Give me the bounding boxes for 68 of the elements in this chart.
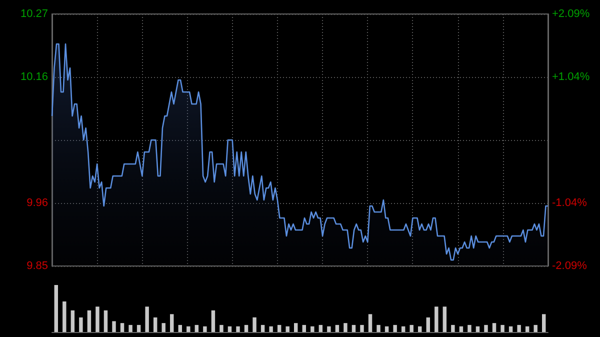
bar: [426, 317, 430, 332]
y-tick-label: 10.16: [20, 71, 48, 83]
bar: [228, 326, 232, 332]
y-tick-label: 9.85: [26, 260, 48, 272]
bar: [442, 306, 447, 332]
bar: [136, 324, 141, 332]
bar: [500, 324, 504, 332]
bar: [418, 326, 422, 332]
bar: [236, 326, 240, 332]
y2-tick-label: +1.04%: [552, 71, 590, 83]
bar: [492, 323, 496, 332]
bar: [542, 314, 546, 332]
bar: [310, 326, 314, 332]
bar: [344, 323, 348, 332]
bar: [203, 326, 207, 332]
bar: [178, 324, 182, 332]
bar: [294, 323, 298, 332]
bar: [525, 326, 530, 332]
bar: [96, 306, 100, 332]
bar: [376, 324, 380, 332]
bar: [153, 317, 158, 332]
bar: [352, 324, 356, 332]
bar: [508, 326, 513, 332]
bar: [286, 326, 290, 332]
bar: [368, 314, 372, 332]
bar: [186, 326, 190, 332]
bar: [335, 324, 340, 332]
bar: [434, 306, 438, 332]
bar: [120, 323, 124, 332]
bar: [112, 321, 116, 332]
bar: [194, 324, 199, 332]
bar: [211, 310, 216, 332]
bar: [410, 324, 414, 332]
bar: [517, 324, 521, 332]
bar: [393, 324, 397, 332]
y-tick-label: 10.27: [20, 8, 48, 20]
bar: [468, 324, 472, 332]
bar: [62, 301, 66, 332]
bar: [162, 323, 166, 332]
bar: [534, 324, 538, 332]
bar: [484, 324, 488, 332]
bar: [145, 306, 149, 332]
bar: [459, 326, 464, 332]
bar: [128, 324, 132, 332]
bar: [220, 324, 224, 332]
bar: [87, 310, 92, 332]
bar: [318, 324, 323, 332]
bar: [360, 324, 364, 332]
bar: [451, 324, 455, 332]
bar: [70, 310, 75, 332]
y-tick-label: 9.96: [26, 197, 48, 209]
bar: [252, 317, 256, 332]
bar: [327, 326, 331, 332]
bar: [277, 324, 282, 332]
y2-tick-label: -1.04%: [552, 197, 588, 209]
bar: [104, 310, 108, 332]
bar: [269, 326, 273, 332]
bar: [401, 326, 406, 332]
bar: [244, 324, 248, 332]
y2-tick-label: -2.09%: [552, 260, 588, 272]
bar: [54, 285, 58, 332]
bar: [79, 317, 83, 332]
bar: [170, 314, 174, 332]
bar: [260, 324, 265, 332]
bar: [302, 324, 306, 332]
bar: [384, 326, 389, 332]
y2-tick-label: +2.09%: [552, 8, 590, 20]
bar: [476, 326, 480, 332]
